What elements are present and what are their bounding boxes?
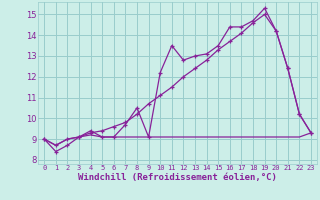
X-axis label: Windchill (Refroidissement éolien,°C): Windchill (Refroidissement éolien,°C) [78,173,277,182]
